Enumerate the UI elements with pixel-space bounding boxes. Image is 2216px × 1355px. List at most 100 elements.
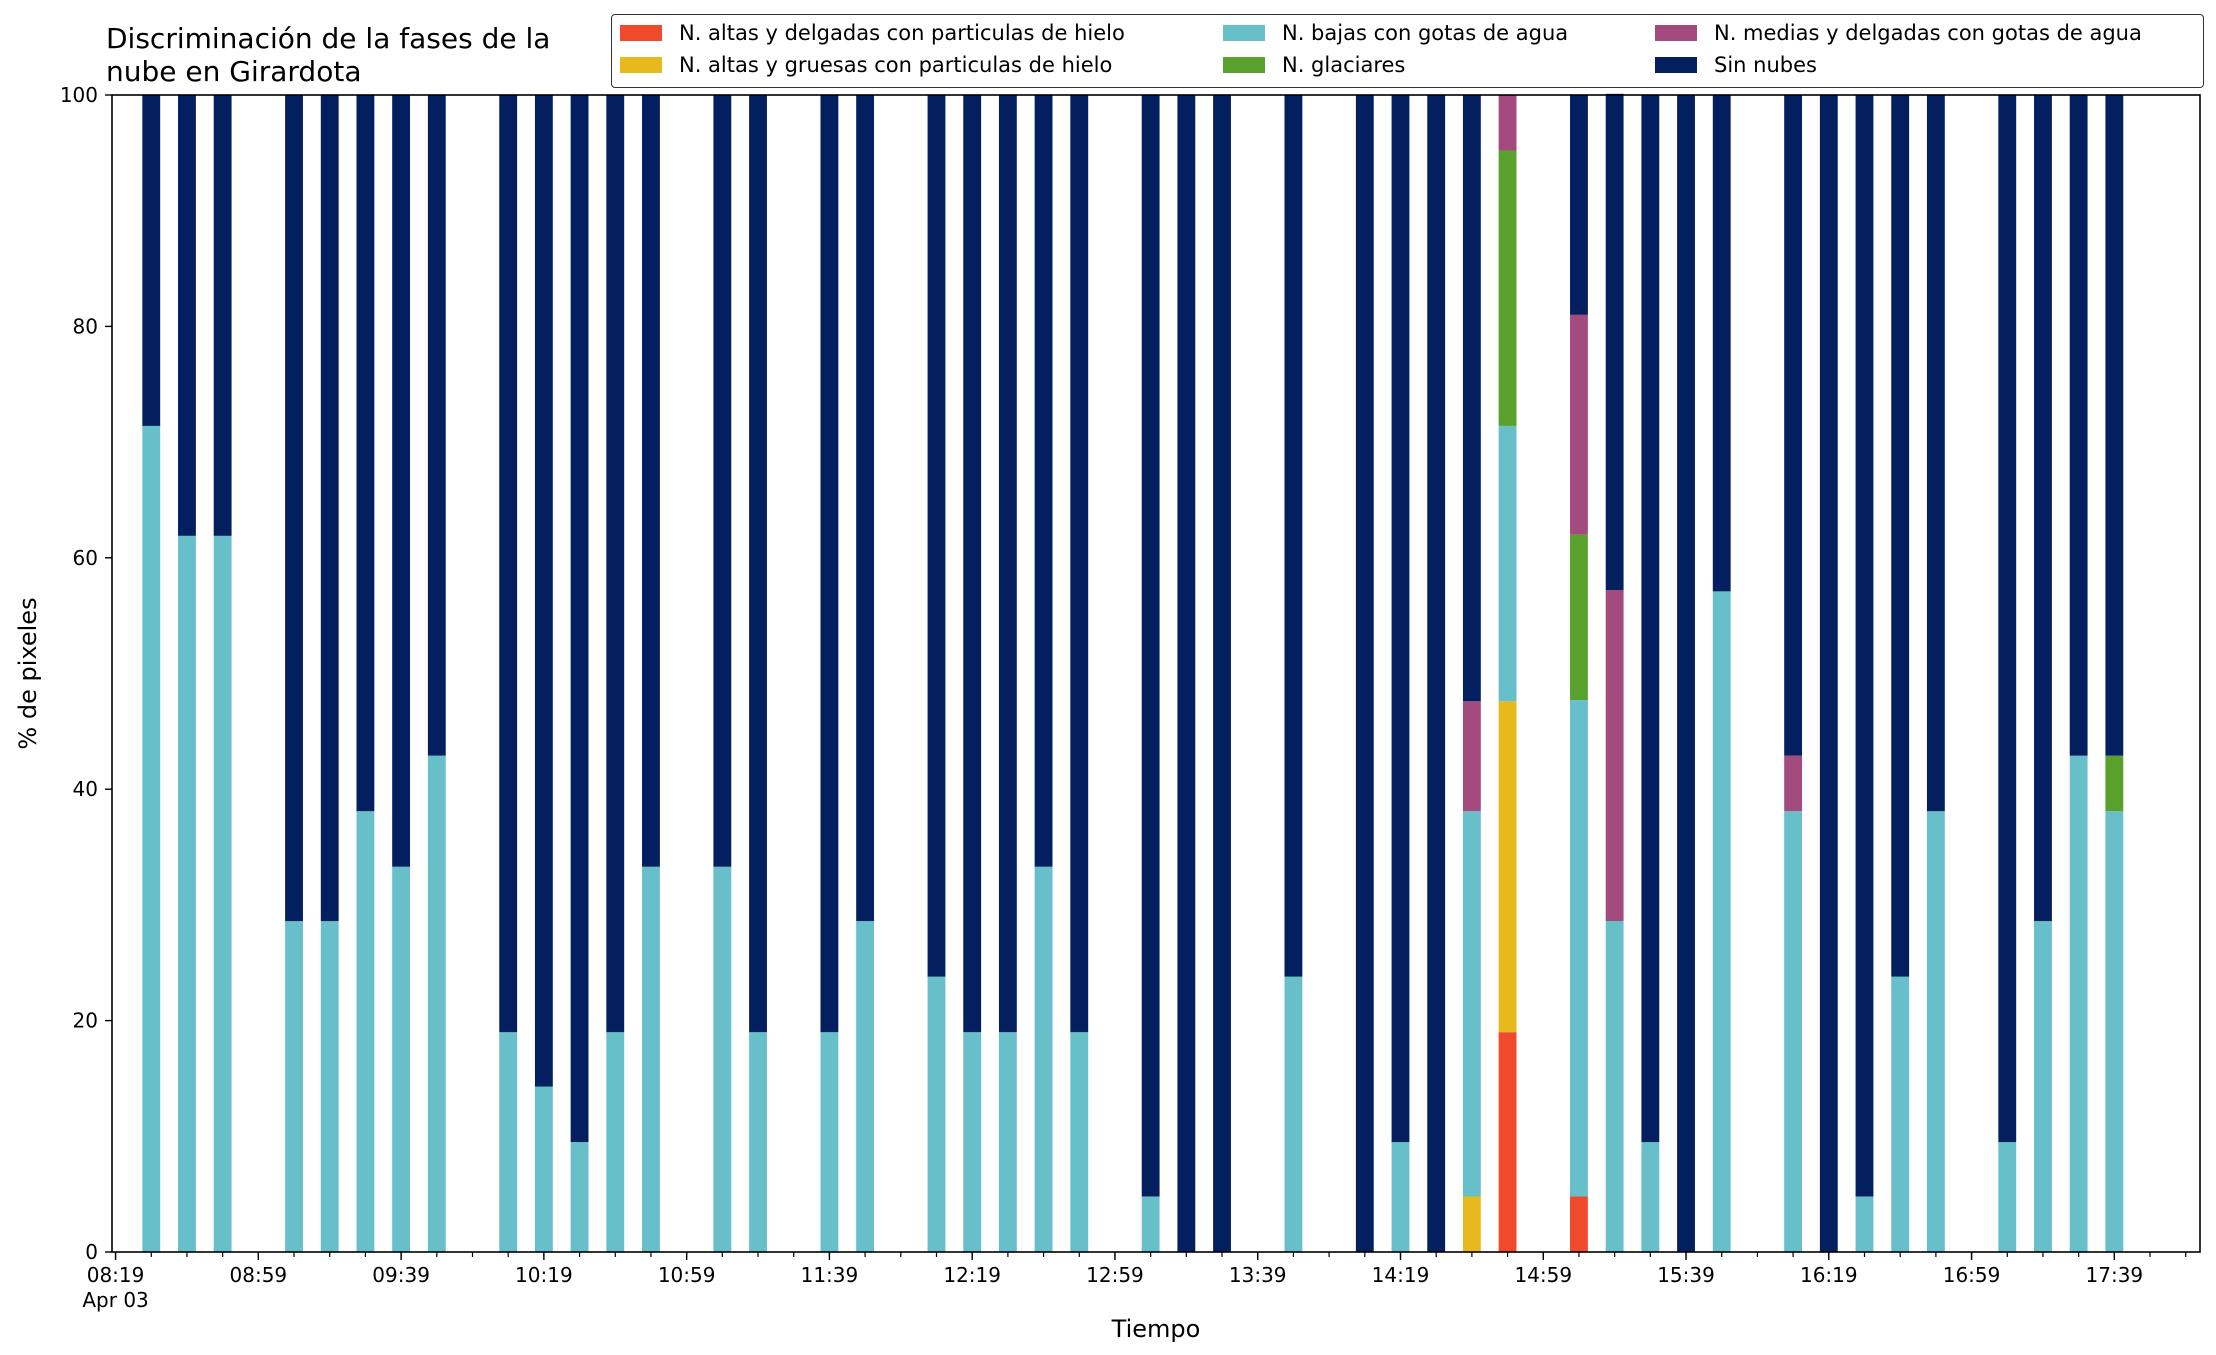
legend-label: N. medias y delgadas con gotas de agua <box>1714 21 2142 45</box>
bar-segment <box>1891 95 1910 977</box>
chart-title: Discriminación de la fases de la nube en… <box>106 22 550 88</box>
bar-segment <box>285 921 303 1252</box>
legend-label: N. bajas con gotas de agua <box>1282 21 1569 45</box>
bar-segment <box>1284 95 1303 977</box>
legend-label: N. altas y delgadas con particulas de hi… <box>679 21 1125 45</box>
bar-segment <box>1891 976 1910 1252</box>
y-tick-label: 40 <box>73 777 98 801</box>
x-tick-label: 16:59 <box>1943 1263 2001 1287</box>
bar-segment <box>285 95 303 922</box>
legend-swatch <box>1223 57 1265 73</box>
x-tick-label: 09:39 <box>372 1263 430 1287</box>
legend-item-bajas: N. bajas con gotas de agua <box>1223 21 1568 45</box>
bar-segment <box>1462 701 1481 812</box>
legend-item-glaciares: N. glaciares <box>1223 53 1405 77</box>
bar-segment <box>499 95 518 1033</box>
bar-segment <box>2069 95 2088 756</box>
bar-segment <box>1855 95 1874 1197</box>
x-tick-label: 08:59 <box>230 1263 288 1287</box>
bar-segment <box>427 95 446 756</box>
bar-segment <box>2105 755 2124 812</box>
y-tick-label: 20 <box>73 1009 98 1033</box>
bar-segment <box>1498 1032 1517 1252</box>
bar-segment <box>1177 95 1196 1252</box>
bar-segment <box>1641 1142 1660 1252</box>
bar-segment <box>856 95 875 922</box>
x-tick-label: 13:39 <box>1229 1263 1287 1287</box>
bar-segment <box>1213 95 1231 1252</box>
bar-segment <box>1498 95 1517 151</box>
bar-segment <box>713 866 732 1252</box>
bar-segment <box>1570 700 1588 1197</box>
x-axis-label: Tiempo <box>1111 1315 1201 1343</box>
bar-segment <box>1855 1196 1874 1252</box>
bar-segment <box>1926 811 1945 1252</box>
bar-segment <box>570 95 589 1143</box>
y-tick-label: 0 <box>85 1240 98 1264</box>
bar-segment <box>820 95 839 1033</box>
x-tick-label: 12:59 <box>1086 1263 1144 1287</box>
bar-segment <box>356 811 375 1252</box>
bar-segment <box>606 1032 625 1252</box>
bar-segment <box>1998 95 2017 1143</box>
legend-label: N. glaciares <box>1282 53 1406 77</box>
bar-segment <box>642 95 660 867</box>
bar-segment <box>820 1032 839 1252</box>
bar-segment <box>2069 755 2088 1252</box>
bar-segment <box>1605 93 1624 591</box>
legend-swatch <box>1223 25 1265 41</box>
legend-item-medias-delgadas: N. medias y delgadas con gotas de agua <box>1655 21 2142 45</box>
bar-segment <box>499 1032 518 1252</box>
bar-segment <box>856 921 875 1252</box>
x-tick-label: 08:19 <box>87 1263 145 1287</box>
x-tick-label: 14:19 <box>1372 1263 1430 1287</box>
x-axis: 08:19 08:59 09:39 10:19 10:59 11:39 12:19 12:59… <box>82 1252 2187 1312</box>
bar-segment <box>2034 95 2052 922</box>
bar-segment <box>927 976 946 1252</box>
bar-segment <box>1391 1142 1410 1252</box>
bar-segment <box>213 535 232 1252</box>
bar-segment <box>1998 1142 2017 1252</box>
legend-item-altas-delgadas: N. altas y delgadas con particulas de hi… <box>620 21 1125 45</box>
x-tick-label: 11:39 <box>801 1263 859 1287</box>
bar-segment <box>1034 95 1053 867</box>
bar-segment <box>1034 866 1053 1252</box>
bar-segment <box>963 1032 982 1252</box>
y-axis-label: % de pixeles <box>14 597 42 749</box>
bar-segment <box>1570 1196 1588 1252</box>
bar-segment <box>1712 591 1731 1252</box>
bar-segment <box>213 95 232 536</box>
bar-segment <box>142 95 161 426</box>
bar-segment <box>1284 976 1303 1252</box>
bar-segment <box>1070 1032 1089 1252</box>
bar-segment <box>1784 811 1803 1252</box>
x-tick-label: 15:39 <box>1657 1263 1715 1287</box>
bar-segment <box>1498 701 1517 1033</box>
x-tick-label: 10:59 <box>658 1263 716 1287</box>
bar-segment <box>1677 95 1695 1252</box>
x-tick-label: 12:19 <box>943 1263 1001 1287</box>
bar-segment <box>1355 95 1374 1252</box>
bar-segment <box>1570 534 1588 701</box>
legend-swatch <box>620 57 662 73</box>
bar-segment <box>392 95 411 867</box>
bars-layer <box>142 93 2124 1253</box>
bar-segment <box>1498 150 1517 426</box>
bar-segment <box>2105 95 2124 756</box>
y-tick-label: 60 <box>73 546 98 570</box>
bar-segment <box>1570 314 1588 535</box>
bar-segment <box>1605 921 1624 1252</box>
bar-segment <box>1605 590 1624 922</box>
bar-segment <box>534 1086 553 1252</box>
bar-segment <box>1462 811 1481 1197</box>
bar-segment <box>1819 95 1838 1252</box>
bar-segment <box>1462 95 1481 702</box>
bar-segment <box>998 1032 1017 1252</box>
y-axis: 0 20 40 60 80 100 <box>60 83 112 1264</box>
y-tick-label: 100 <box>60 83 98 107</box>
bar-segment <box>749 95 767 1033</box>
bar-segment <box>749 1032 767 1252</box>
bar-segment <box>713 95 732 867</box>
bar-segment <box>2034 921 2052 1252</box>
